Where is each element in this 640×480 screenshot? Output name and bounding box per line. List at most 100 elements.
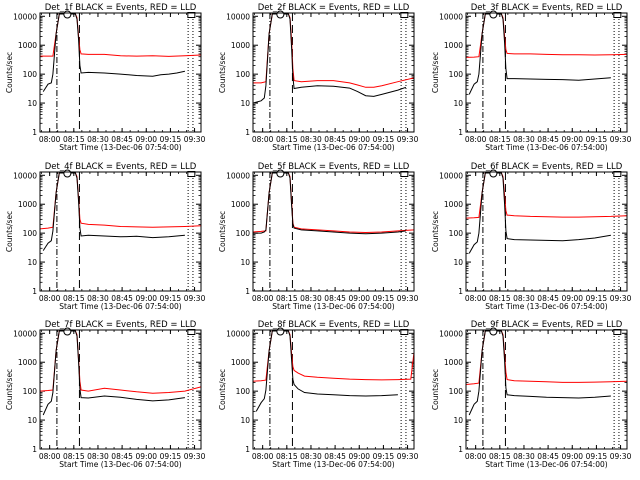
- series-line-events: [42, 13, 186, 92]
- x-tick-label: 09:30: [397, 135, 419, 144]
- y-tick-label: 10: [27, 416, 37, 425]
- x-tick-label: 08:30: [87, 294, 109, 303]
- x-tick-label: 08:45: [537, 452, 559, 461]
- series-line-lld: [466, 330, 627, 385]
- x-tick-label: 08:45: [537, 135, 559, 144]
- x-tick-label: 08:00: [465, 135, 487, 144]
- y-tick-label: 100: [236, 387, 251, 396]
- panel-title: Det_4f BLACK = Events, RED = LLD: [45, 162, 197, 172]
- top-circle-marker: [276, 327, 285, 336]
- chart-panel-1: Det_1f BLACK = Events, RED = LLD 1 10 100 10…: [5, 3, 206, 152]
- chart-panel-5: Det_5f BLACK = Events, RED = LLD 1 10 100 10…: [218, 162, 419, 311]
- x-tick-label: 08:15: [63, 452, 85, 461]
- y-tick-label: 1: [458, 128, 463, 137]
- y-tick-label: 1: [458, 287, 463, 296]
- x-tick-label: 09:15: [586, 294, 608, 303]
- plot-frame: [39, 12, 202, 133]
- y-tick-label: 10: [453, 99, 463, 108]
- x-tick-label: 09:15: [373, 135, 395, 144]
- x-tick-label: 09:30: [184, 135, 206, 144]
- x-axis-label: Start Time (13-Dec-06 07:54:00): [59, 143, 181, 152]
- y-tick-label: 10: [453, 258, 463, 267]
- top-circle-marker: [489, 169, 498, 178]
- top-circle-marker: [276, 10, 285, 19]
- y-tick-label: 1000: [444, 41, 463, 50]
- x-axis-label: Start Time (13-Dec-06 07:54:00): [59, 302, 181, 311]
- plot-frame: [252, 171, 415, 292]
- x-tick-label: 08:30: [87, 452, 109, 461]
- x-tick-label: 08:15: [276, 452, 298, 461]
- y-axis-label: Counts/sec: [218, 52, 227, 93]
- x-tick-label: 09:15: [373, 452, 395, 461]
- series-line-lld: [466, 172, 627, 219]
- panel-title: Det_9f BLACK = Events, RED = LLD: [471, 320, 623, 330]
- y-axis-label: Counts/sec: [218, 369, 227, 410]
- x-tick-label: 08:30: [300, 294, 322, 303]
- y-tick-label: 100: [23, 387, 38, 396]
- top-circle-marker: [63, 10, 72, 19]
- y-tick-label: 10000: [226, 171, 250, 180]
- panel-title: Det_7f BLACK = Events, RED = LLD: [45, 320, 197, 330]
- y-tick-label: 1000: [444, 200, 463, 209]
- series-line-lld: [40, 172, 201, 230]
- series-line-lld: [40, 13, 201, 57]
- x-tick-label: 09:00: [348, 135, 370, 144]
- series-line-lld: [40, 330, 201, 394]
- y-tick-label: 10000: [13, 329, 37, 338]
- plot-frame: [39, 329, 202, 450]
- x-tick-label: 09:00: [561, 452, 583, 461]
- plot-frame: [465, 329, 628, 450]
- y-tick-label: 10000: [439, 329, 463, 338]
- plot-frame: [465, 12, 628, 133]
- x-tick-label: 08:30: [87, 135, 109, 144]
- y-tick-label: 10: [453, 416, 463, 425]
- x-tick-label: 08:15: [276, 294, 298, 303]
- x-tick-label: 08:15: [489, 135, 511, 144]
- y-tick-label: 10: [240, 258, 250, 267]
- y-axis-label: Counts/sec: [5, 52, 14, 93]
- y-tick-label: 10: [240, 416, 250, 425]
- y-axis-label: Counts/sec: [431, 211, 440, 252]
- y-tick-label: 10000: [439, 12, 463, 21]
- x-tick-label: 09:30: [610, 294, 632, 303]
- x-tick-label: 09:00: [348, 294, 370, 303]
- y-axis-label: Counts/sec: [431, 369, 440, 410]
- y-tick-label: 1000: [231, 41, 250, 50]
- y-tick-label: 1: [458, 445, 463, 454]
- x-tick-label: 09:30: [397, 294, 419, 303]
- y-tick-label: 10000: [439, 171, 463, 180]
- series-line-events: [468, 172, 611, 254]
- y-tick-label: 1000: [18, 358, 37, 367]
- chart-panel-8: Det_8f BLACK = Events, RED = LLD 1 10 100 10…: [218, 320, 419, 469]
- y-tick-label: 10000: [13, 12, 37, 21]
- y-tick-label: 1000: [231, 358, 250, 367]
- y-tick-label: 100: [449, 387, 464, 396]
- chart-panel-7: Det_7f BLACK = Events, RED = LLD 1 10 100 10…: [5, 320, 206, 469]
- x-tick-label: 09:30: [610, 135, 632, 144]
- panel-title: Det_2f BLACK = Events, RED = LLD: [258, 3, 410, 13]
- series-line-lld: [253, 172, 414, 234]
- y-tick-label: 1: [32, 128, 37, 137]
- x-tick-label: 08:45: [324, 452, 346, 461]
- y-tick-label: 1000: [18, 41, 37, 50]
- series-line-events: [42, 330, 185, 416]
- x-tick-label: 08:00: [39, 135, 61, 144]
- x-tick-label: 08:45: [111, 294, 133, 303]
- x-tick-label: 08:15: [63, 135, 85, 144]
- x-tick-label: 08:45: [537, 294, 559, 303]
- y-tick-label: 10000: [226, 12, 250, 21]
- series-line-events: [253, 13, 407, 104]
- x-tick-label: 09:00: [561, 294, 583, 303]
- top-circle-marker: [489, 10, 498, 19]
- y-axis-label: Counts/sec: [5, 211, 14, 252]
- chart-panel-6: Det_6f BLACK = Events, RED = LLD 1 10 100 10…: [431, 162, 632, 311]
- series-line-lld: [466, 13, 627, 58]
- x-axis-label: Start Time (13-Dec-06 07:54:00): [272, 460, 394, 469]
- series-line-events: [468, 330, 611, 416]
- x-tick-label: 09:15: [160, 135, 182, 144]
- top-circle-marker: [276, 169, 285, 178]
- y-tick-label: 100: [236, 70, 251, 79]
- y-tick-label: 1000: [18, 200, 37, 209]
- x-tick-label: 09:30: [184, 294, 206, 303]
